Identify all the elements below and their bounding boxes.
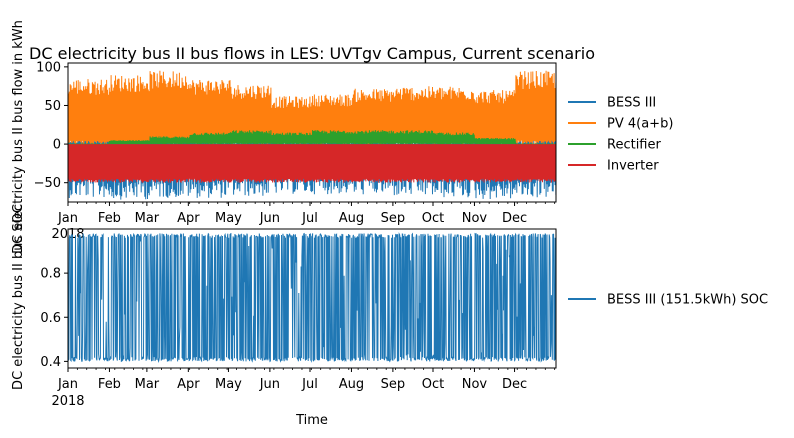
x-tick-label: Feb: [98, 377, 121, 392]
soc-plot-frame: [67, 228, 557, 369]
flows-panel: DC electricity bus II bus flows in LES: …: [11, 20, 673, 254]
x-tick-label: Mar: [135, 211, 160, 226]
x-tick-label: Sep: [381, 211, 406, 226]
flows-x-ticks: Jan Feb Mar Apr May Jun Jul Aug Sep Oct Nov Dec: [57, 202, 556, 226]
x-tick-label: Oct: [422, 377, 444, 392]
x-tick-label: Sep: [381, 377, 406, 392]
legend-entry: BESS III (151.5kWh) SOC: [607, 293, 768, 308]
x-tick-label: Dec: [502, 211, 527, 226]
soc-x-ticks: Jan Feb Mar Apr May Jun Jul Aug Sep Oct Nov Dec: [57, 368, 556, 392]
x-tick-label: Oct: [422, 211, 444, 226]
y-tick-label: 0.4: [40, 355, 61, 370]
soc-legend: BESS III (151.5kWh) SOC: [568, 293, 768, 308]
x-tick-label: Nov: [462, 211, 488, 226]
soc-year-label: 2018: [51, 394, 84, 409]
x-tick-label: Jul: [301, 377, 318, 392]
flows-series-group: [67, 70, 557, 200]
flows-plot-frame: [67, 62, 557, 203]
x-axis-label: Time: [295, 413, 328, 428]
x-tick-label: Apr: [177, 377, 200, 392]
y-tick-label: 50: [44, 99, 61, 114]
flows-legend: BESS III PV 4(a+b) Rectifier Inverter: [568, 96, 673, 174]
x-tick-label: Jul: [301, 211, 318, 226]
legend-entry: Inverter: [607, 159, 659, 174]
soc-panel: DC electricity bus II bus SOC 0.40.60.8 …: [11, 204, 768, 428]
x-tick-label: Aug: [339, 377, 364, 392]
series-line-rectifier: [68, 130, 556, 145]
flows-y-ticks: −50 0 50 100: [34, 60, 68, 191]
x-tick-label: Jan: [57, 377, 78, 392]
x-tick-label: Nov: [462, 377, 488, 392]
flows-y-axis-label: DC electricity bus II bus flow in kWh: [11, 20, 26, 254]
x-tick-label: Jan: [57, 211, 78, 226]
series-line-bess-iii-151-5kwh-soc: [67, 232, 557, 363]
legend-entry: PV 4(a+b): [607, 117, 673, 132]
x-tick-label: Jun: [259, 211, 280, 226]
x-tick-label: Feb: [98, 211, 121, 226]
y-tick-label: 0: [53, 138, 61, 153]
soc-y-ticks: 0.4 0.6 0.8: [40, 267, 68, 370]
series-line-inverter: [67, 144, 557, 183]
soc-y-axis-label: DC electricity bus II bus SOC: [11, 204, 26, 390]
x-tick-label: Dec: [502, 377, 527, 392]
x-tick-label: Apr: [177, 211, 200, 226]
legend-entry: Rectifier: [607, 138, 661, 153]
y-tick-label: 0.6: [40, 311, 61, 326]
chart-title: DC electricity bus II bus flows in LES: …: [29, 44, 595, 63]
series-line-pv-4-a-b: [67, 70, 557, 145]
legend-entry: BESS III: [607, 96, 656, 111]
y-tick-label: 100: [36, 60, 61, 75]
y-tick-label: 0.8: [40, 267, 61, 282]
x-tick-label: May: [215, 211, 242, 226]
soc-series-group: [67, 232, 557, 363]
x-tick-label: Aug: [339, 211, 364, 226]
y-tick-label: −50: [34, 176, 61, 191]
x-tick-label: May: [215, 377, 242, 392]
x-tick-label: Jun: [259, 377, 280, 392]
x-tick-label: Mar: [135, 377, 160, 392]
